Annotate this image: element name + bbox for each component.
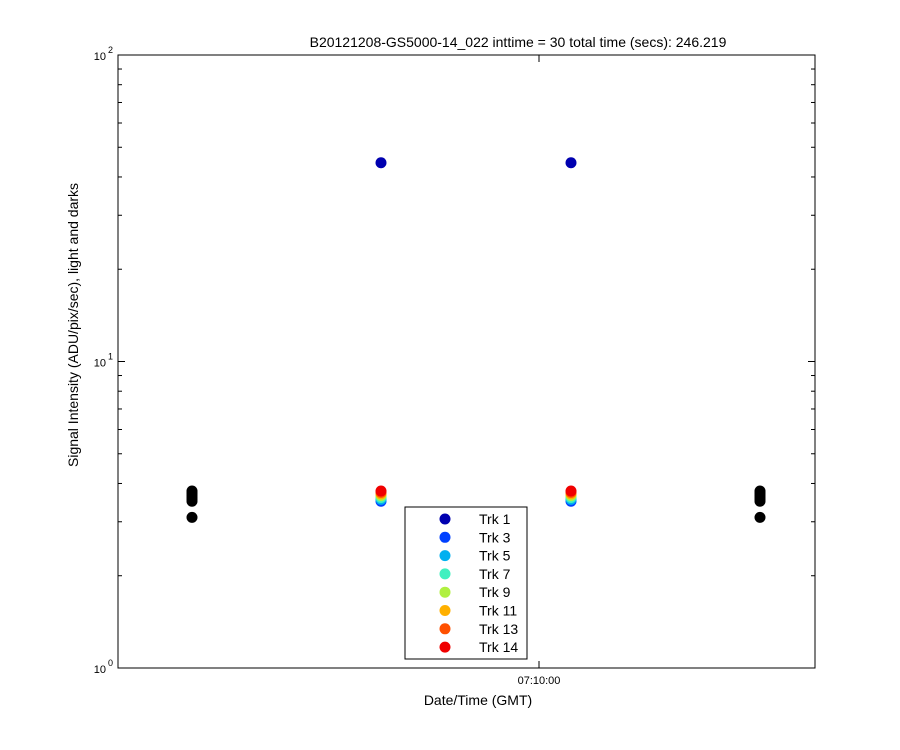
chart-title: B20121208-GS5000-14_022 inttime = 30 tot…: [310, 34, 727, 50]
legend-marker: [439, 641, 451, 653]
legend-marker: [439, 605, 451, 616]
dark-point: [754, 485, 766, 497]
legend-label: Trk 13: [479, 621, 518, 637]
x-axis-label: Date/Time (GMT): [424, 692, 532, 708]
legend-label: Trk 1: [479, 511, 511, 527]
track-point: [375, 157, 387, 169]
legend-box: [404, 506, 528, 660]
y-tick-label: 10: [94, 51, 106, 63]
dark-point: [186, 485, 198, 497]
legend-label: Trk 7: [479, 566, 511, 582]
legend-label: Trk 3: [479, 529, 511, 545]
y-tick-exponent: 2: [108, 45, 113, 55]
legend-marker: [439, 550, 451, 562]
legend-marker: [439, 623, 451, 635]
y-tick-exponent: 0: [108, 658, 113, 668]
legend-marker: [439, 513, 451, 525]
y-tick-exponent: 1: [108, 352, 113, 362]
y-axis-label: Signal Intensity (ADU/pix/sec), light an…: [65, 183, 81, 467]
dark-point: [186, 511, 198, 523]
legend: Trk 1 Trk 3 Trk 5 Trk 7 Trk 9 Trk 11 Trk 13 Trk…: [404, 506, 528, 660]
y-tick-label: 10: [94, 664, 106, 676]
dark-point: [754, 511, 766, 523]
legend-label: Trk 9: [479, 584, 511, 600]
legend-label: Trk 5: [479, 548, 511, 564]
legend-marker: [439, 531, 451, 543]
track-point: [565, 157, 577, 169]
x-tick-label: 07:10:00: [518, 675, 561, 687]
legend-marker: [439, 568, 451, 580]
legend-marker: [439, 586, 451, 598]
legend-label: Trk 14: [479, 639, 518, 655]
legend-label: Trk 11: [479, 603, 517, 619]
track-point: [375, 485, 387, 497]
y-tick-label: 10: [94, 358, 106, 370]
track-point: [565, 485, 577, 497]
data-marks: [186, 157, 766, 523]
